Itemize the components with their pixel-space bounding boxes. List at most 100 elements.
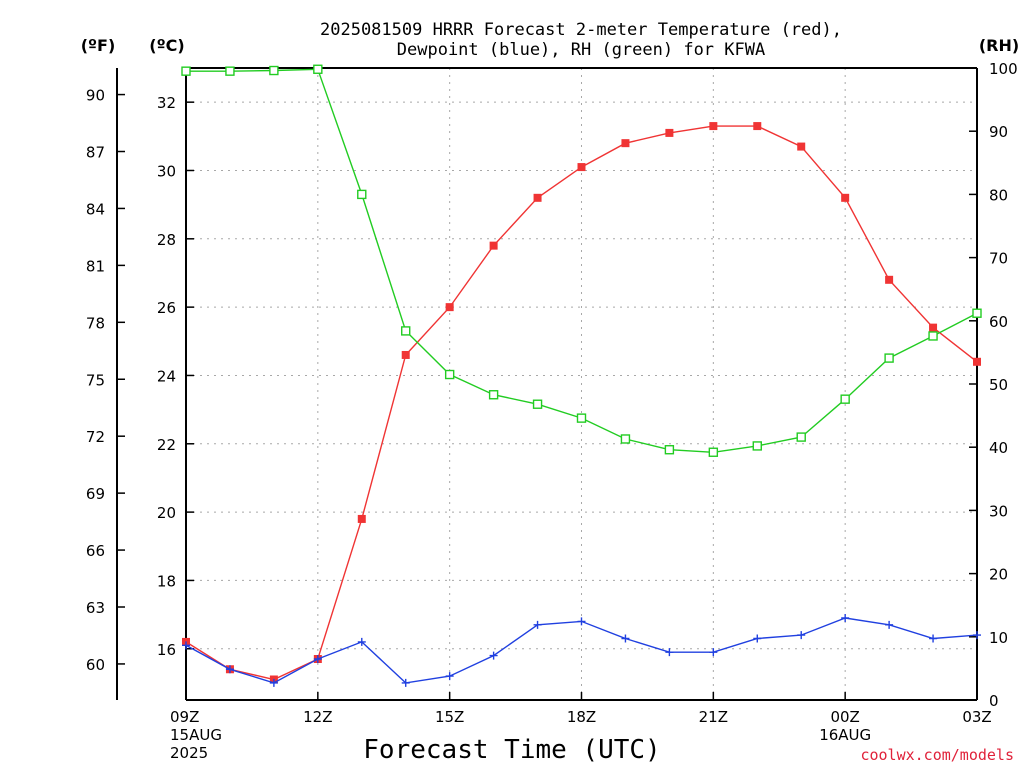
rh-point: [972, 308, 982, 318]
dewpoint-point: [401, 678, 410, 687]
dewpoint-point: [797, 631, 806, 640]
temperature-point: [753, 122, 762, 131]
dewpoint-point: [445, 672, 454, 681]
fahrenheit-tick-label: 78: [86, 314, 105, 332]
celsius-tick-label: 30: [157, 162, 176, 180]
data-series: [181, 64, 982, 687]
rh-tick-label: 100: [989, 60, 1018, 78]
rh-tick-label: 0: [989, 692, 999, 710]
dewpoint-point: [489, 651, 498, 660]
chart-title-line1: 2025081509 HRRR Forecast 2-meter Tempera…: [320, 20, 842, 40]
fahrenheit-tick-label: 69: [86, 485, 105, 503]
grid-lines: [185, 68, 978, 700]
temperature-point: [401, 350, 410, 359]
rh-tick-label: 20: [989, 566, 1008, 584]
temperature-point: [533, 193, 542, 202]
x-tick-label: 16AUG: [819, 726, 871, 744]
credit-link[interactable]: coolwx.com/models: [860, 746, 1014, 764]
dewpoint-point: [841, 614, 850, 623]
fahrenheit-unit-label: (ºF): [81, 36, 116, 55]
fahrenheit-tick-label: 75: [86, 371, 105, 389]
fahrenheit-tick-label: 66: [86, 542, 105, 560]
x-tick-label: 00Z: [830, 708, 859, 726]
celsius-tick-label: 32: [157, 94, 176, 112]
tick-labels: 16 18 20 22 24 26 28 30 32 60 63 66 69 72 75 78 81 84 87 90…: [86, 60, 1018, 762]
dewpoint-point: [533, 620, 542, 629]
rh-point: [884, 353, 894, 363]
rh-point: [620, 434, 631, 444]
dewpoint-point: [225, 665, 234, 674]
rh-point: [664, 445, 675, 455]
dewpoint-point: [709, 648, 718, 657]
rh-tick-label: 10: [989, 629, 1008, 647]
rh-tick-label: 70: [989, 250, 1008, 268]
temperature-point: [621, 139, 630, 148]
rh-tick-label: 80: [989, 186, 1008, 204]
rh-unit-label: (RH): [979, 36, 1019, 55]
rh-point: [576, 413, 587, 423]
fahrenheit-tick-label: 60: [86, 656, 105, 674]
x-tick-label: 09Z: [170, 708, 199, 726]
temperature-point: [445, 303, 454, 312]
x-tick-label: 18Z: [567, 708, 596, 726]
rh-point: [840, 394, 850, 404]
temperature-point: [489, 241, 498, 250]
rh-point: [752, 441, 762, 451]
rh-point: [313, 64, 323, 74]
rh-point: [532, 399, 543, 409]
celsius-tick-label: 16: [157, 641, 176, 659]
rh-tick-label: 60: [989, 313, 1008, 331]
x-tick-label: 15Z: [435, 708, 464, 726]
temperature-point: [973, 357, 981, 366]
rh-tick-label: 50: [989, 376, 1008, 394]
rh-tick-label: 30: [989, 502, 1008, 520]
rh-point: [796, 432, 806, 442]
celsius-tick-label: 22: [157, 436, 176, 454]
x-tick-label: 03Z: [962, 708, 991, 726]
temperature-point: [709, 122, 718, 131]
temperature-point: [841, 193, 850, 202]
x-tick-label: 2025: [170, 744, 208, 762]
temperature-point: [929, 323, 938, 332]
fahrenheit-tick-label: 84: [86, 200, 105, 218]
rh-point: [181, 66, 191, 76]
dewpoint-point: [973, 631, 981, 640]
rh-tick-label: 40: [989, 439, 1008, 457]
rh-point: [444, 369, 455, 380]
dewpoint-point: [885, 620, 894, 629]
fahrenheit-tick-label: 72: [86, 428, 105, 446]
temperature-point: [665, 128, 674, 137]
celsius-tick-label: 26: [157, 299, 176, 317]
dewpoint-point: [753, 634, 762, 643]
celsius-tick-label: 24: [157, 367, 176, 385]
rh-point: [488, 390, 499, 400]
x-tick-label: 12Z: [303, 708, 332, 726]
celsius-tick-label: 28: [157, 231, 176, 249]
rh-point: [225, 66, 235, 76]
fahrenheit-tick-label: 81: [86, 257, 105, 275]
x-tick-label: 15AUG: [170, 726, 222, 744]
rh-point: [357, 189, 367, 200]
celsius-unit-label: (ºC): [149, 36, 184, 55]
temperature-point: [577, 163, 586, 172]
fahrenheit-tick-label: 87: [86, 144, 105, 162]
rh-point: [928, 331, 938, 341]
fahrenheit-tick-label: 90: [86, 87, 105, 105]
temperature-point: [797, 142, 806, 151]
x-axis-title: Forecast Time (UTC): [363, 735, 660, 765]
dewpoint-point: [577, 617, 586, 626]
rh-point: [269, 65, 279, 76]
axes: [116, 67, 978, 701]
celsius-tick-label: 18: [157, 572, 176, 590]
dewpoint-point: [182, 641, 190, 650]
dewpoint-point: [929, 634, 938, 643]
dewpoint-point: [269, 678, 278, 687]
dewpoint-point: [621, 634, 630, 643]
rh-point: [708, 447, 719, 457]
rh-line: [186, 68, 978, 454]
fahrenheit-tick-label: 63: [86, 599, 105, 617]
dewpoint-point: [313, 655, 322, 664]
rh-point: [401, 326, 411, 336]
chart-title-line2: Dewpoint (blue), RH (green) for KFWA: [397, 40, 765, 60]
temperature-point: [357, 514, 366, 523]
